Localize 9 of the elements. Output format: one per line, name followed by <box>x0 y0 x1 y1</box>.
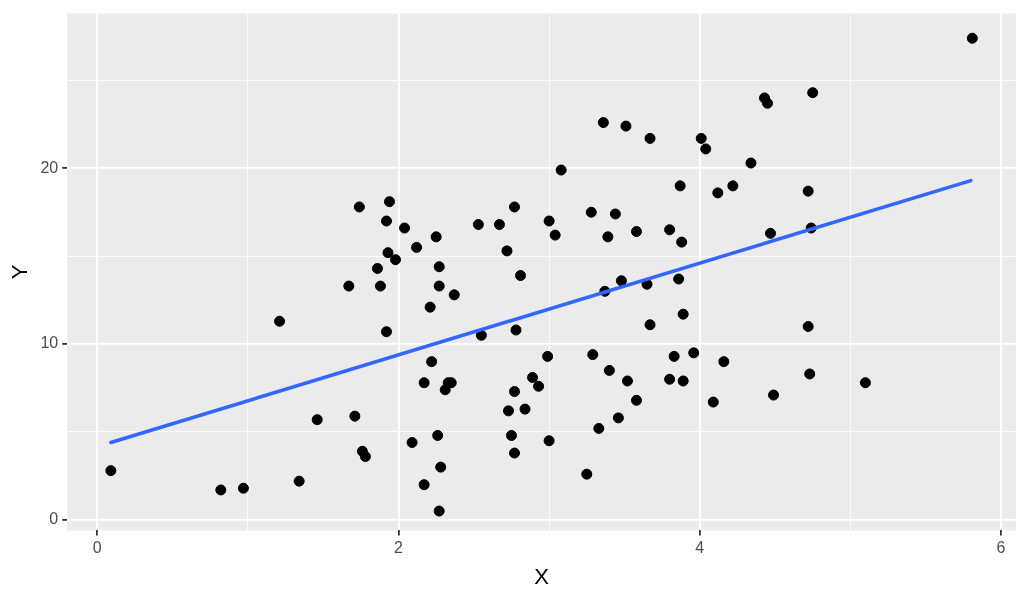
x-tick-label: 4 <box>695 539 705 557</box>
y-tick-label: 20 <box>40 158 59 176</box>
x-tick-label: 6 <box>996 539 1006 557</box>
x-tick-label: 2 <box>394 539 404 557</box>
y-axis-title: Y <box>7 264 33 280</box>
x-tick-label: 0 <box>92 539 102 557</box>
y-tick-label: 10 <box>40 334 59 352</box>
x-axis-title: X <box>534 563 550 589</box>
y-tick-label: 0 <box>49 510 59 528</box>
